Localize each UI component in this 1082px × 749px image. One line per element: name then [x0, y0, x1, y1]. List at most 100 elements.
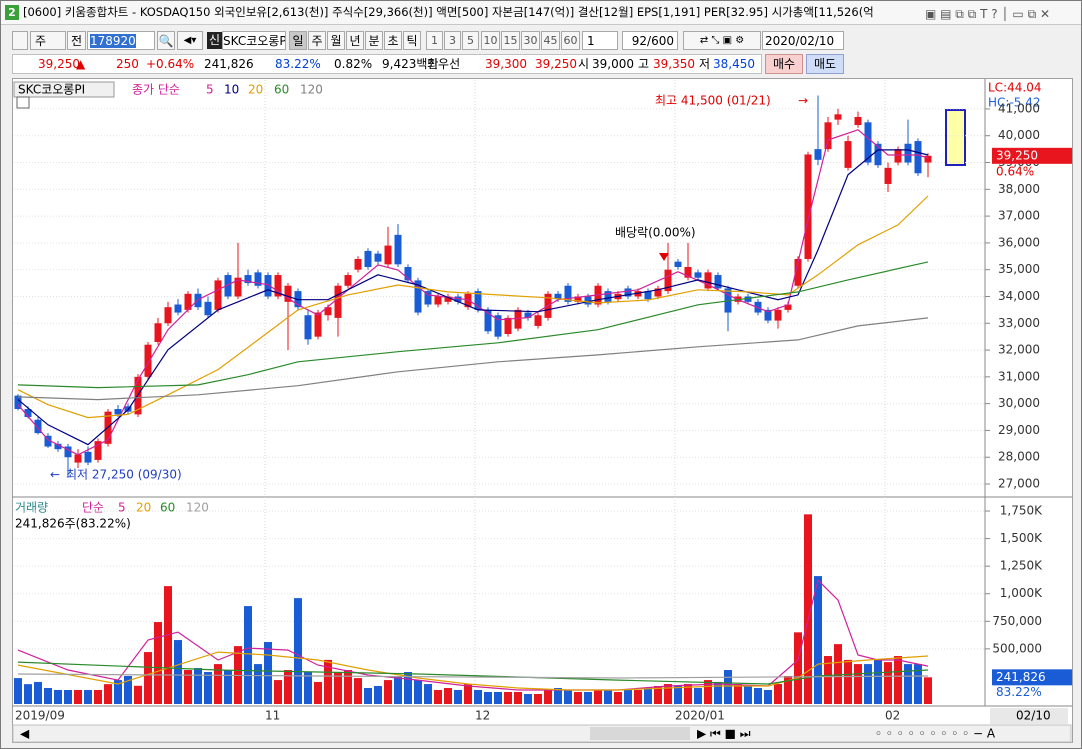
- ma-legend-label: 종가 단순: [132, 83, 180, 97]
- candle-body: [144, 344, 152, 377]
- mode-button[interactable]: 전: [67, 31, 86, 50]
- zoom-controls[interactable]: ◦ ◦ ◦ ◦ ◦ ◦ ◦ ◦ ◦ − A: [875, 727, 996, 741]
- count-input[interactable]: 92/600: [622, 31, 678, 50]
- candle-body: [44, 435, 52, 447]
- volume-info: 241,826주(83.22%): [15, 517, 131, 531]
- quote-item: 38,450: [713, 57, 755, 71]
- quote-item: 250: [116, 57, 139, 71]
- volume-bar: [794, 632, 802, 704]
- window-controls[interactable]: ▣ ▤ ⧉ ⧉ T ? │ ▭ ⧉ ✕: [925, 7, 1051, 21]
- last-change-label: 0.64%: [996, 164, 1034, 178]
- cursor-date: 02/10: [1016, 709, 1051, 723]
- candle-body: [574, 296, 582, 302]
- interval-button[interactable]: 3: [444, 31, 461, 50]
- volume-bar: [274, 680, 282, 704]
- volume-label: 거래량: [15, 501, 48, 515]
- volume-bar: [914, 664, 922, 704]
- y-tick-label: 41,000: [998, 101, 1040, 115]
- candle-body: [434, 296, 442, 305]
- volume-bar: [434, 689, 442, 704]
- volume-ma-line: [17, 579, 929, 691]
- last-price-label: 39,250: [996, 148, 1038, 162]
- period-button[interactable]: 틱: [403, 31, 421, 50]
- volume-bar: [304, 672, 312, 704]
- candle-body: [914, 141, 922, 174]
- volume-bar: [164, 586, 172, 704]
- period-button[interactable]: 주: [308, 31, 326, 50]
- volume-bar: [14, 678, 22, 704]
- high-arrow: →: [798, 94, 808, 108]
- volume-bar: [864, 664, 872, 704]
- y-tick-label: 30,000: [998, 396, 1040, 410]
- interval-button[interactable]: 45: [541, 31, 560, 50]
- interval-input[interactable]: 1: [582, 31, 618, 50]
- last-volume-box: [992, 669, 1072, 686]
- candle-body: [254, 272, 262, 286]
- period-button[interactable]: 월: [327, 31, 345, 50]
- candle-body: [654, 288, 662, 297]
- candle-body: [674, 261, 682, 268]
- candle-body: [334, 285, 342, 318]
- candle-body: [404, 267, 412, 281]
- candle-body: [504, 317, 512, 334]
- ma-legend-item: 10: [224, 83, 239, 97]
- period-unit[interactable]: 주: [30, 31, 66, 50]
- ma-legend-item: 5: [206, 83, 214, 97]
- candle-body: [384, 245, 392, 265]
- last-volume-ratio: 83.22%: [996, 685, 1042, 699]
- period-button[interactable]: 초: [384, 31, 402, 50]
- interval-button[interactable]: 5: [462, 31, 479, 50]
- candle-body: [854, 116, 862, 126]
- search-button[interactable]: 🔍: [157, 31, 175, 50]
- volume-bar: [644, 688, 652, 704]
- interval-button[interactable]: 60: [561, 31, 580, 50]
- candle-body: [164, 307, 172, 324]
- volume-bar: [444, 688, 452, 704]
- volume-bar: [694, 688, 702, 704]
- interval-button[interactable]: 1: [426, 31, 443, 50]
- y-tick-label: 31,000: [998, 369, 1040, 383]
- quote-item: 고: [638, 57, 650, 71]
- volume-bar: [634, 689, 642, 704]
- volume-bar: [584, 691, 592, 704]
- quote-item: 시: [578, 57, 590, 71]
- sound-button[interactable]: ◀▾: [177, 31, 203, 50]
- tool-icons[interactable]: ⇄ ⤡ ▣ ⚙: [683, 31, 761, 50]
- volume-bar: [594, 689, 602, 704]
- interval-button[interactable]: 10: [481, 31, 500, 50]
- grid-icon[interactable]: [16, 96, 30, 109]
- scroll-thumb[interactable]: [590, 727, 690, 740]
- candle-body: [584, 296, 592, 305]
- quote-item: 0.82%: [334, 57, 373, 71]
- tool-icon[interactable]: [12, 31, 28, 50]
- candle-body: [554, 293, 562, 300]
- scroll-controls[interactable]: ▶ ⏮ ■ ⏭: [697, 727, 751, 741]
- candle-body: [474, 291, 482, 310]
- volume-bar: [604, 689, 612, 704]
- quote-item: 39,350: [653, 57, 695, 71]
- scrollbar[interactable]: [12, 724, 1072, 743]
- period-button[interactable]: 분: [365, 31, 383, 50]
- code-input[interactable]: 178920: [87, 31, 155, 50]
- scroll-left[interactable]: ◀: [20, 727, 30, 741]
- candle-body: [414, 280, 422, 313]
- period-button[interactable]: 년: [346, 31, 364, 50]
- period-button[interactable]: 일: [289, 31, 307, 50]
- volume-bar: [64, 689, 72, 704]
- candle-body: [744, 296, 752, 302]
- volume-bar: [254, 664, 262, 704]
- candle-body: [844, 141, 852, 168]
- interval-button[interactable]: 15: [501, 31, 520, 50]
- y-tick-label: 37,000: [998, 209, 1040, 223]
- volume-bar: [344, 670, 352, 704]
- buy-button[interactable]: 매수: [765, 54, 803, 74]
- volume-bar: [124, 675, 132, 704]
- volume-ma-line: [17, 661, 929, 685]
- date-input[interactable]: 2020/02/10: [762, 31, 844, 50]
- volume-bar: [114, 680, 122, 704]
- interval-button[interactable]: 30: [521, 31, 540, 50]
- quote-item: 39,300: [485, 57, 527, 71]
- candle-body: [244, 275, 252, 284]
- sell-button[interactable]: 매도: [806, 54, 844, 74]
